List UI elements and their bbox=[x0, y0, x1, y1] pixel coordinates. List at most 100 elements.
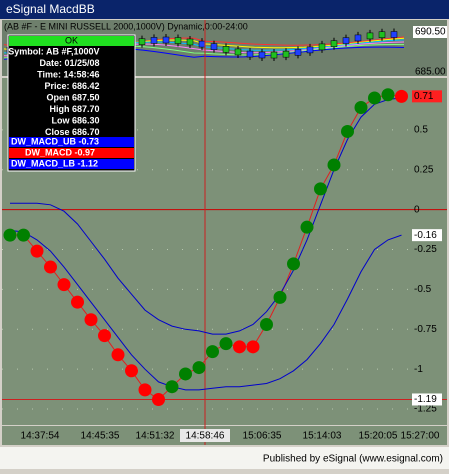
macd-dot bbox=[44, 260, 57, 274]
candle bbox=[354, 34, 362, 42]
macd-dot bbox=[273, 290, 287, 304]
data-window-row: Close 686.70 bbox=[45, 127, 100, 137]
candle bbox=[270, 51, 278, 59]
macd-dot bbox=[71, 295, 84, 309]
candle bbox=[282, 50, 290, 58]
candle bbox=[366, 32, 374, 40]
footer-text: Published by eSignal (www.esignal.com) bbox=[263, 454, 443, 465]
data-window-ok: OK bbox=[65, 35, 78, 45]
macd-dot bbox=[246, 340, 260, 354]
macd-dot bbox=[354, 101, 368, 115]
candle bbox=[138, 38, 146, 45]
window-title: eSignal MacdBB bbox=[6, 2, 95, 16]
x-tick-label: 14:51:32 bbox=[136, 431, 175, 442]
candle bbox=[342, 37, 350, 44]
value-box bbox=[412, 90, 442, 103]
y-tick-label: 0.5 bbox=[414, 124, 428, 135]
macd-dot bbox=[152, 392, 165, 406]
candle bbox=[294, 49, 302, 56]
data-window-row: Price: 686.42 bbox=[44, 81, 99, 91]
candle bbox=[198, 40, 206, 48]
macd-dot bbox=[300, 220, 314, 234]
price-pane-title: (AB #F - E MINI RUSSELL 2000,1000V) Dyna… bbox=[4, 21, 248, 31]
macd-dot bbox=[84, 313, 98, 327]
candle bbox=[378, 31, 386, 38]
study-row bbox=[9, 137, 134, 147]
candle bbox=[234, 48, 242, 56]
macd-dot bbox=[30, 244, 44, 258]
x-tick-label: 15:14:03 bbox=[303, 431, 342, 442]
macd-dot bbox=[179, 367, 192, 381]
x-tick-label: 15:27:00 bbox=[401, 431, 440, 442]
candle bbox=[246, 50, 254, 58]
data-window-row: High 687.70 bbox=[49, 104, 99, 114]
macd-dot bbox=[233, 340, 246, 354]
last-value: -0.16 bbox=[414, 230, 437, 241]
study-label: DW_MACD -0.97 bbox=[25, 147, 95, 157]
study-row bbox=[9, 159, 134, 169]
candle bbox=[210, 43, 218, 50]
candle bbox=[186, 38, 194, 46]
y-tick-label: -1 bbox=[414, 364, 423, 375]
macd-dot bbox=[287, 257, 300, 271]
x-tick-label: 14:45:35 bbox=[81, 431, 120, 442]
macd-dot bbox=[381, 88, 395, 102]
study-label: DW_MACD_LB -1.12 bbox=[11, 158, 98, 168]
macd-dot bbox=[98, 329, 111, 343]
x-tick-label: 14:37:54 bbox=[21, 431, 60, 442]
candle bbox=[330, 40, 338, 47]
data-window-row: Time: 14:58:46 bbox=[37, 69, 99, 79]
candle bbox=[150, 37, 158, 44]
data-window-row: Open 687.50 bbox=[46, 92, 99, 102]
price-label: 690.50 bbox=[415, 27, 446, 38]
macd-dot bbox=[192, 361, 206, 375]
candle bbox=[390, 31, 398, 38]
macd-dot bbox=[314, 182, 327, 196]
candle bbox=[318, 43, 326, 51]
time-highlight bbox=[180, 429, 230, 442]
macd-dot bbox=[341, 124, 354, 138]
crosshair-value: -1.19 bbox=[414, 394, 437, 405]
macd-dot bbox=[395, 89, 408, 103]
study-label: DW_MACD_UB -0.73 bbox=[11, 136, 99, 146]
macd-dot bbox=[111, 348, 125, 362]
macd-dot bbox=[260, 317, 273, 331]
title-bar bbox=[0, 0, 449, 19]
x-tick-label: 15:06:35 bbox=[243, 431, 282, 442]
macd-dot bbox=[368, 91, 381, 105]
value-box bbox=[412, 393, 442, 406]
last-value: 0.71 bbox=[414, 91, 434, 102]
price-label: 685.00 bbox=[415, 67, 446, 78]
x-tick-label: 15:20:05 bbox=[359, 431, 398, 442]
macd-dot bbox=[206, 345, 219, 359]
candle bbox=[306, 46, 314, 54]
macd-dot bbox=[219, 337, 233, 351]
data-window-row: Low 686.30 bbox=[51, 115, 99, 125]
y-tick-label: -0.25 bbox=[414, 244, 437, 255]
macd-dot bbox=[57, 278, 71, 292]
candle bbox=[174, 37, 182, 44]
data-window-header bbox=[9, 36, 134, 46]
y-tick-label: 0 bbox=[414, 204, 420, 215]
x-tick-label: 14:58:46 bbox=[186, 431, 225, 442]
macd-dot bbox=[125, 364, 138, 378]
candle bbox=[222, 46, 230, 53]
value-box bbox=[412, 229, 442, 242]
macd-dot bbox=[327, 158, 341, 172]
y-tick-label: -0.75 bbox=[414, 324, 437, 335]
y-tick-label: -0.5 bbox=[414, 284, 432, 295]
macd-dot bbox=[3, 228, 17, 242]
study-row bbox=[9, 148, 134, 158]
macd-dot bbox=[138, 383, 152, 397]
data-window-row: Date: 01/25/08 bbox=[39, 58, 99, 68]
candle bbox=[162, 36, 170, 44]
data-window-row: Symbol: AB #F,1000V bbox=[8, 46, 99, 56]
y-tick-label: 0.25 bbox=[414, 164, 434, 175]
y-tick-label: -1.25 bbox=[414, 404, 437, 415]
candle bbox=[258, 51, 266, 59]
macd-dot bbox=[165, 380, 179, 394]
band-line bbox=[9, 229, 402, 391]
footer-bar bbox=[0, 447, 449, 469]
price-box bbox=[413, 26, 447, 38]
